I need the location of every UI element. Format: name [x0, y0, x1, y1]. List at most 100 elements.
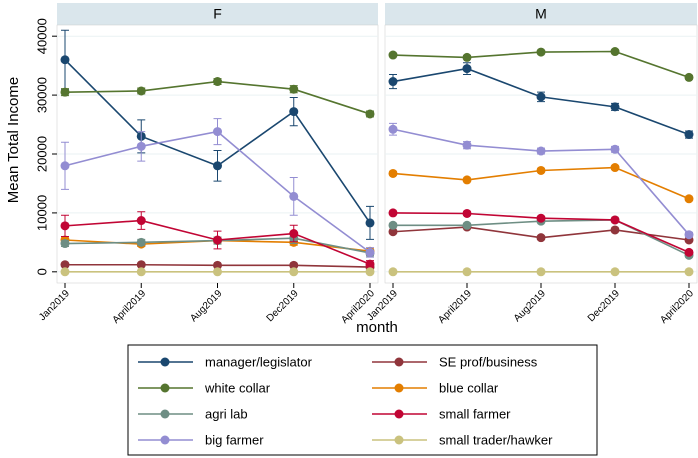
- legend-marker: [160, 409, 170, 419]
- data-point: [684, 267, 694, 277]
- data-point: [610, 225, 620, 235]
- data-point: [60, 87, 70, 97]
- data-point: [684, 72, 694, 82]
- x-axis-title: month: [356, 319, 398, 336]
- data-point: [213, 161, 222, 171]
- legend-label: manager/legislator: [205, 354, 313, 369]
- x-tick-label: April2020: [658, 288, 696, 326]
- data-point: [462, 220, 472, 230]
- data-point: [462, 140, 472, 150]
- data-point: [136, 216, 146, 226]
- data-point: [388, 267, 398, 277]
- legend-marker: [160, 435, 170, 445]
- data-point: [289, 260, 299, 270]
- legend-label: big farmer: [205, 432, 264, 447]
- data-point: [684, 247, 694, 257]
- x-tick-label: Aug2019: [512, 288, 548, 324]
- x-tick-label: Aug2019: [188, 288, 224, 324]
- data-point: [462, 64, 472, 74]
- panel-header: [385, 3, 697, 25]
- data-point: [684, 230, 694, 240]
- data-point: [462, 52, 472, 62]
- data-point: [610, 102, 620, 112]
- data-point: [136, 237, 146, 247]
- legend-label: blue collar: [439, 380, 499, 395]
- data-point: [60, 260, 70, 270]
- data-point: [289, 191, 299, 201]
- panel-header: [57, 3, 378, 25]
- y-tick-label: 10000: [34, 195, 49, 231]
- legend-marker: [160, 383, 170, 393]
- legend-label: small farmer: [439, 406, 511, 421]
- data-point: [365, 218, 375, 228]
- x-tick-label: Dec2019: [586, 288, 622, 324]
- data-point: [365, 109, 375, 119]
- legend-label: agri lab: [205, 406, 248, 421]
- data-point: [462, 175, 472, 185]
- data-point: [684, 130, 694, 140]
- data-point: [213, 127, 222, 137]
- legend-label: white collar: [204, 380, 271, 395]
- data-point: [60, 161, 70, 171]
- data-point: [610, 267, 620, 277]
- x-tick-label: April2019: [436, 288, 474, 326]
- data-point: [388, 77, 398, 87]
- x-tick-label: Jan2019: [37, 288, 72, 323]
- data-point: [60, 221, 70, 231]
- data-point: [136, 267, 146, 277]
- data-point: [388, 227, 398, 237]
- y-tick-label: 20000: [34, 136, 49, 172]
- legend-marker: [394, 383, 404, 393]
- data-point: [610, 163, 620, 173]
- data-point: [136, 260, 146, 270]
- legend-marker: [160, 357, 170, 367]
- legend-label: small trader/hawker: [439, 432, 553, 447]
- data-point: [684, 194, 694, 204]
- legend-marker: [394, 357, 404, 367]
- data-point: [289, 107, 299, 117]
- data-point: [610, 215, 620, 225]
- data-point: [536, 267, 546, 277]
- y-tick-label: 40000: [34, 18, 49, 54]
- data-point: [213, 77, 222, 87]
- data-point: [536, 92, 546, 102]
- data-point: [388, 208, 398, 218]
- data-point: [365, 267, 375, 277]
- data-point: [365, 259, 375, 269]
- data-point: [388, 50, 398, 60]
- data-point: [365, 247, 375, 257]
- panel-title: M: [535, 6, 547, 22]
- legend-box: [127, 344, 598, 456]
- data-point: [60, 55, 70, 65]
- data-point: [136, 86, 146, 96]
- data-point: [388, 124, 398, 134]
- y-axis-title: Mean Total Income: [5, 77, 22, 203]
- data-point: [213, 260, 222, 270]
- x-tick-label: April2019: [111, 288, 149, 326]
- legend-marker: [394, 409, 404, 419]
- data-point: [536, 146, 546, 156]
- panel-title: F: [213, 6, 222, 22]
- data-point: [388, 168, 398, 178]
- legend-marker: [394, 435, 404, 445]
- data-point: [213, 235, 222, 245]
- x-tick-label: Dec2019: [265, 288, 301, 324]
- data-point: [60, 239, 70, 249]
- data-point: [289, 84, 299, 94]
- data-point: [536, 165, 546, 175]
- y-tick-label: 30000: [34, 77, 49, 113]
- data-point: [388, 220, 398, 230]
- y-tick-label: 0: [34, 268, 49, 275]
- data-point: [536, 213, 546, 223]
- data-point: [136, 141, 146, 151]
- data-point: [610, 47, 620, 57]
- data-point: [462, 267, 472, 277]
- data-point: [60, 267, 70, 277]
- data-point: [536, 233, 546, 243]
- data-point: [213, 267, 222, 277]
- data-point: [462, 208, 472, 218]
- data-point: [289, 267, 299, 277]
- data-point: [536, 47, 546, 57]
